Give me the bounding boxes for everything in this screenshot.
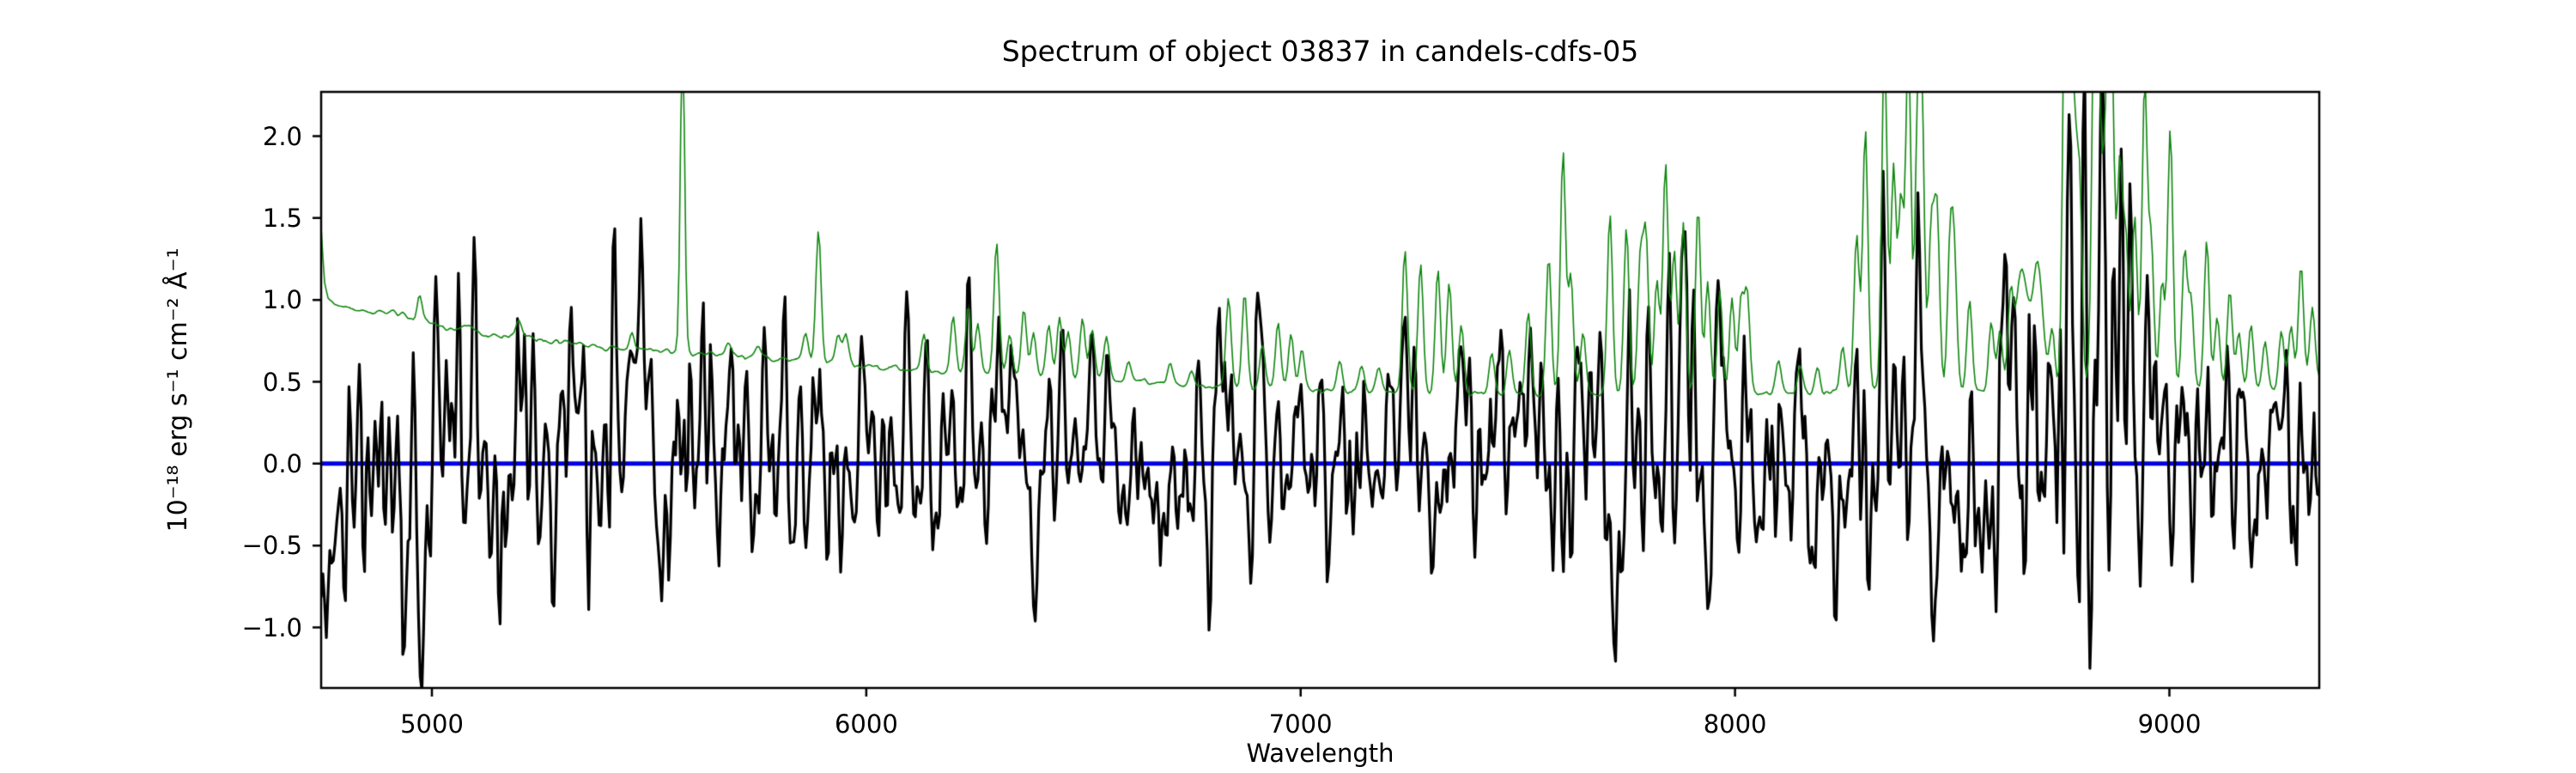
y-tick-label: −1.0 <box>241 612 302 642</box>
y-tick-label: 0.5 <box>262 367 302 397</box>
x-tick-label: 7000 <box>1268 709 1333 739</box>
x-tick-label: 9000 <box>2137 709 2202 739</box>
x-tick-label: 5000 <box>400 709 464 739</box>
y-tick-label: 2.0 <box>262 121 302 151</box>
y-tick-label: 0.0 <box>262 448 302 478</box>
x-tick-label: 6000 <box>834 709 898 739</box>
y-tick-label: 1.0 <box>262 285 302 315</box>
plot-title: Spectrum of object 03837 in candels-cdfs… <box>1001 34 1639 68</box>
y-tick-label: 1.5 <box>262 203 302 233</box>
y-tick-label: −0.5 <box>241 531 302 561</box>
x-axis-label: Wavelength <box>1246 739 1394 768</box>
x-tick-label: 8000 <box>1703 709 1767 739</box>
